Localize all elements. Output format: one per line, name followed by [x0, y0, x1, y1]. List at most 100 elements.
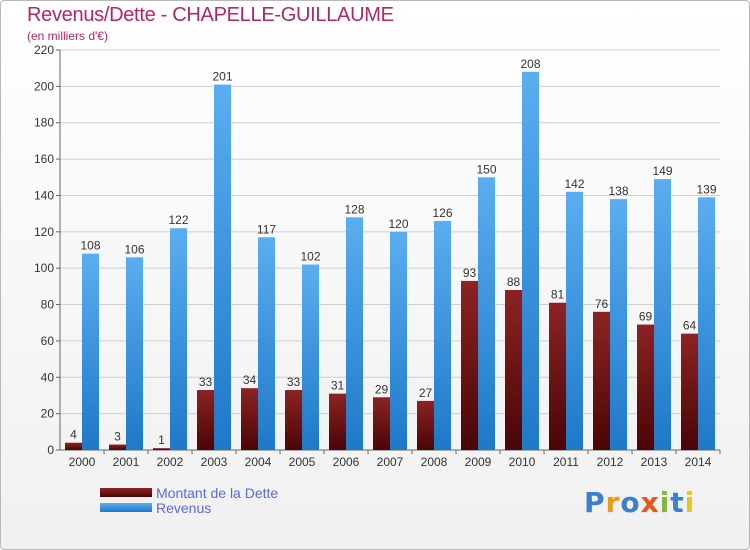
bar-revenue-2000 [82, 253, 99, 450]
data-label-revenue-2012: 138 [608, 184, 628, 198]
data-label-revenue-2011: 142 [564, 177, 584, 191]
bar-revenue-2010 [522, 71, 539, 451]
bar-debt-2003 [197, 390, 214, 450]
data-label-revenue-2001: 106 [124, 242, 144, 256]
data-label-revenue-2010: 208 [520, 57, 540, 71]
data-label-debt-2007: 29 [375, 382, 389, 396]
bar-layer [65, 71, 715, 451]
data-label-debt-2008: 27 [419, 386, 433, 400]
chart-title: Revenus/Dette - CHAPELLE-GUILLAUME [27, 4, 394, 26]
data-label-debt-2000: 4 [70, 428, 77, 442]
data-label-debt-2013: 69 [639, 310, 653, 324]
proxiti-logo: Proxiti [584, 486, 695, 519]
legend-label-debt: Montant de la Dette [156, 485, 279, 501]
data-label-revenue-2009: 150 [476, 162, 496, 176]
chart-subtitle: (en milliers d'€) [27, 29, 108, 43]
y-tick-label: 20 [41, 407, 55, 421]
bar-revenue-2014 [698, 197, 715, 450]
x-tick-label-2000: 2000 [69, 455, 96, 469]
y-tick-label: 40 [41, 370, 55, 384]
data-label-debt-2010: 88 [507, 275, 521, 289]
data-label-debt-2001: 3 [114, 430, 121, 444]
logo-letter: o [620, 486, 641, 519]
x-tick-label-2008: 2008 [421, 455, 448, 469]
bar-debt-2000 [65, 442, 82, 450]
legend-swatch-revenue [100, 503, 152, 512]
data-label-debt-2005: 33 [287, 375, 301, 389]
bar-debt-2008 [417, 400, 434, 450]
x-tick-label-2006: 2006 [333, 455, 360, 469]
bar-revenue-2003 [214, 84, 231, 450]
data-label-debt-2014: 64 [683, 319, 697, 333]
y-tick-label: 0 [47, 443, 54, 457]
x-tick-label-2009: 2009 [465, 455, 492, 469]
data-label-revenue-2000: 108 [80, 239, 100, 253]
logo-letter: i [659, 486, 671, 519]
logo-letter: t [670, 486, 685, 519]
x-tick-label-2005: 2005 [289, 455, 316, 469]
bar-debt-2001 [109, 444, 126, 450]
data-label-revenue-2003: 201 [212, 70, 232, 84]
y-tick-label: 80 [41, 298, 55, 312]
data-label-debt-2004: 34 [243, 373, 257, 387]
data-label-revenue-2013: 149 [652, 164, 672, 178]
bar-debt-2010 [505, 290, 522, 450]
x-tick-label-2003: 2003 [201, 455, 228, 469]
bar-revenue-2013 [654, 179, 671, 450]
data-label-debt-2002: 1 [158, 433, 165, 447]
data-label-revenue-2008: 126 [432, 206, 452, 220]
bar-revenue-2008 [434, 220, 451, 450]
x-tick-label-2012: 2012 [597, 455, 624, 469]
logo-letter: x [640, 486, 660, 519]
data-label-revenue-2005: 102 [300, 250, 320, 264]
bar-revenue-2006 [346, 217, 363, 450]
label-layer: 4 108 2000 3 106 2001 1 122 2002 33 201 2003 34 117 20… [69, 57, 717, 469]
y-tick-label: 60 [41, 334, 55, 348]
bar-revenue-2004 [258, 237, 275, 450]
y-tick-label: 200 [34, 79, 54, 93]
logo-letter: P [584, 486, 606, 519]
bar-debt-2012 [593, 311, 610, 450]
x-tick-label-2011: 2011 [553, 455, 579, 469]
y-tick-label: 160 [34, 152, 54, 166]
bar-debt-2009 [461, 280, 478, 450]
bar-debt-2004 [241, 388, 258, 450]
x-tick-label-2001: 2001 [113, 455, 140, 469]
bar-revenue-2009 [478, 177, 495, 451]
data-label-revenue-2007: 120 [388, 217, 408, 231]
logo-letter: r [605, 486, 621, 519]
y-tick-label: 100 [34, 261, 54, 275]
x-tick-label-2007: 2007 [377, 455, 404, 469]
bar-debt-2002 [153, 448, 170, 450]
y-tick-label: 120 [34, 225, 54, 239]
data-label-revenue-2006: 128 [344, 202, 364, 216]
data-label-debt-2011: 81 [551, 288, 565, 302]
bar-debt-2006 [329, 393, 346, 450]
bar-revenue-2001 [126, 257, 143, 450]
data-label-debt-2003: 33 [199, 375, 213, 389]
x-tick-label-2002: 2002 [157, 455, 184, 469]
x-tick-label-2014: 2014 [685, 455, 712, 469]
bar-revenue-2007 [390, 231, 407, 450]
legend-label-revenue: Revenus [156, 500, 212, 516]
bar-revenue-2002 [170, 228, 187, 450]
data-label-debt-2012: 76 [595, 297, 609, 311]
bar-revenue-2012 [610, 199, 627, 450]
y-tick-label: 220 [34, 43, 54, 57]
bar-debt-2011 [549, 302, 566, 450]
x-tick-label-2013: 2013 [641, 455, 668, 469]
bar-debt-2013 [637, 324, 654, 450]
bar-revenue-2011 [566, 191, 583, 450]
data-label-debt-2009: 93 [463, 266, 477, 280]
data-label-revenue-2014: 139 [696, 182, 716, 196]
y-tick-label: 180 [34, 116, 54, 130]
data-label-revenue-2002: 122 [168, 213, 188, 227]
x-tick-label-2010: 2010 [509, 455, 536, 469]
legend-swatch-debt [100, 488, 152, 497]
bar-debt-2007 [373, 397, 390, 450]
logo-letter: i [684, 486, 696, 519]
data-label-revenue-2004: 117 [257, 222, 276, 236]
bar-debt-2005 [285, 390, 302, 450]
y-tick-label: 140 [34, 188, 54, 202]
